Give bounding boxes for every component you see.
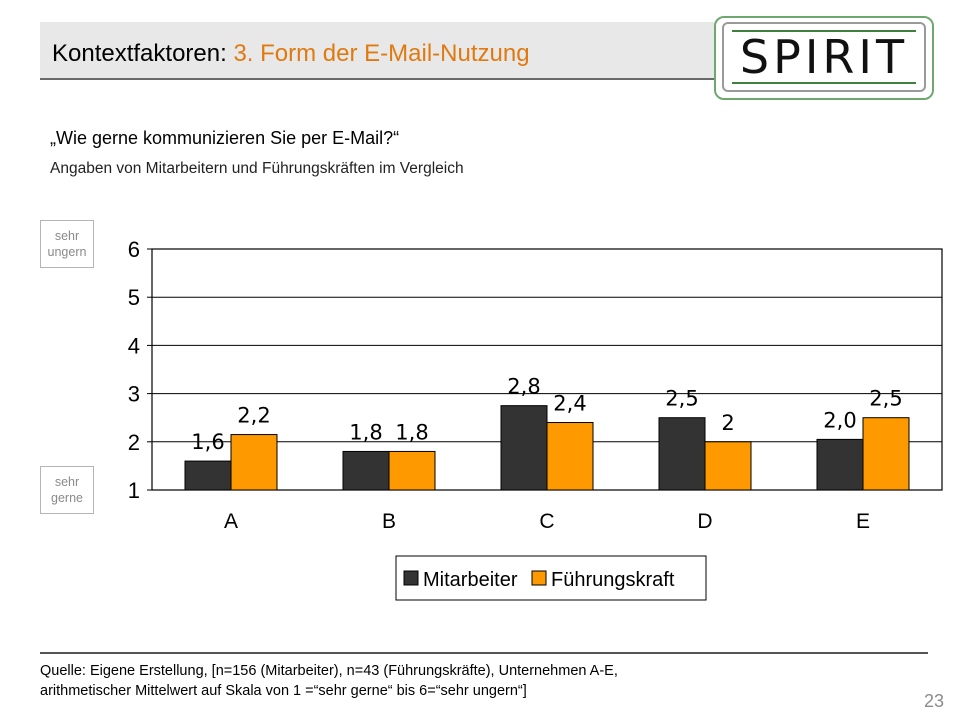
logo: SPIRIT [722,22,926,92]
legend [395,555,707,601]
y-tick-label: 1 [128,478,140,503]
x-tick-label: C [539,510,554,533]
page-title-accent: 3. Form der E-Mail-Nutzung [233,40,530,67]
bar-fuehrungskraft-c [546,422,594,491]
scale-label-top: sehr ungern [40,220,94,268]
scale-label-bottom: sehr gerne [40,466,94,514]
bar-data-label: 2,5 [665,387,698,411]
bar-data-label: 2,5 [869,387,902,411]
footer-divider [40,652,928,654]
x-tick-label: E [856,510,870,533]
bar-data-label: 2,2 [237,404,270,428]
x-tick-label: B [382,510,396,533]
bar-fuehrungskraft-b [388,450,436,491]
page-title-prefix: Kontextfaktoren: [52,40,234,67]
scale-label-top-line2: ungern [47,245,87,259]
scale-label-top-line1: sehr [54,229,80,243]
bar-data-label: 1,6 [191,430,224,454]
footer-line-2: arithmetischer Mittelwert auf Skala von … [40,683,527,699]
y-tick-label: 6 [128,237,140,262]
legend-label: Mitarbeiter [423,569,518,591]
bar-mitarbeiter-c [500,405,548,491]
y-tick-label: 3 [128,382,140,407]
scale-label-bottom-line1: sehr [54,475,80,489]
y-tick-label: 5 [128,285,140,310]
bar-fuehrungskraft-a [230,434,278,491]
page-number: 23 [924,691,945,711]
bar-mitarbeiter-a [184,460,232,491]
bar-data-label: 2,8 [507,375,540,399]
bar-data-label: 2,4 [553,392,586,416]
logo-text: SPIRIT [739,30,909,84]
legend-swatch [403,570,419,586]
bar-mitarbeiter-e [816,438,864,491]
page-title: Kontextfaktoren: 3. Form der E-Mail-Nutz… [52,40,530,68]
chart-question: „Wie gerne kommunizieren Sie per E-Mail?… [50,128,400,148]
bar-data-label: 2 [721,411,734,435]
bar-fuehrungskraft-e [862,417,910,491]
bar-mitarbeiter-d [658,417,706,491]
footer-source: Quelle: Eigene Erstellung, [n=156 (Mitar… [40,661,618,701]
chart-subtitle: Angaben von Mitarbeitern und Führungskrä… [50,160,464,177]
legend-swatch [531,570,547,586]
y-tick-label: 2 [128,430,140,455]
y-tick-label: 4 [128,333,140,358]
legend-label: Führungskraft [551,569,675,591]
header-band [40,22,716,80]
bar-data-label: 1,8 [395,420,428,444]
bar-data-label: 2,0 [823,408,856,432]
x-tick-label: A [224,510,238,533]
bar-data-label: 1,8 [349,420,382,444]
scale-label-bottom-line2: gerne [51,491,83,505]
footer-line-1: Quelle: Eigene Erstellung, [n=156 (Mitar… [40,663,618,679]
x-tick-label: D [697,510,712,533]
bar-mitarbeiter-b [342,450,390,491]
bar-fuehrungskraft-d [704,441,752,491]
